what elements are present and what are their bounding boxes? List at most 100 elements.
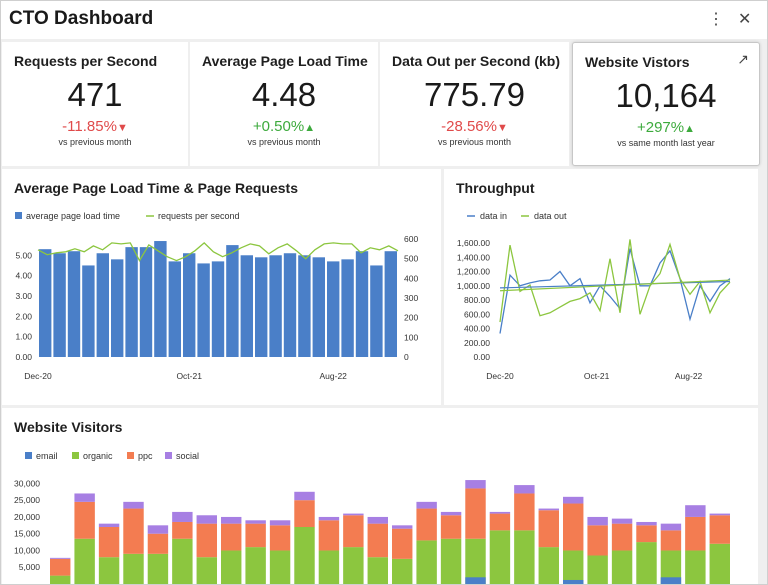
kpi-card-data-out[interactable]: Data Out per Second (kb) 775.79 -28.56%▼… (380, 42, 569, 166)
social-bar-segment[interactable] (538, 508, 559, 511)
load-time-bar[interactable] (384, 251, 397, 357)
organic-bar-segment[interactable] (587, 555, 608, 585)
load-time-bar[interactable] (111, 259, 124, 357)
organic-bar-segment[interactable] (514, 530, 535, 584)
organic-bar-segment[interactable] (147, 553, 169, 584)
requests-line[interactable] (37, 242, 399, 262)
organic-bar-segment[interactable] (343, 547, 364, 584)
social-bar-segment[interactable] (465, 480, 486, 489)
organic-bar-segment[interactable] (123, 553, 144, 584)
load-time-bar[interactable] (183, 253, 196, 357)
load-time-bar[interactable] (255, 257, 268, 357)
load-time-bar[interactable] (370, 265, 383, 357)
ppc-bar-segment[interactable] (367, 523, 388, 558)
kpi-card-website-visitors[interactable]: Website Vistors ↗ 10,164 +297%▲ vs same … (572, 42, 760, 166)
social-bar-segment[interactable] (587, 516, 608, 526)
email-bar-segment[interactable] (660, 577, 682, 584)
load-time-bar[interactable] (125, 247, 138, 357)
organic-bar-segment[interactable] (611, 550, 633, 584)
expand-icon[interactable]: ↗ (737, 51, 749, 67)
organic-bar-segment[interactable] (74, 538, 95, 584)
organic-bar-segment[interactable] (636, 542, 657, 584)
ppc-bar-segment[interactable] (172, 521, 193, 539)
ppc-bar-segment[interactable] (123, 508, 144, 554)
ppc-bar-segment[interactable] (514, 493, 535, 531)
social-bar-segment[interactable] (343, 513, 364, 516)
social-bar-segment[interactable] (660, 523, 682, 531)
organic-bar-segment[interactable] (172, 538, 193, 584)
ppc-bar-segment[interactable] (465, 488, 486, 539)
ppc-bar-segment[interactable] (489, 513, 511, 531)
social-bar-segment[interactable] (147, 525, 169, 534)
organic-bar-segment[interactable] (221, 550, 242, 584)
ppc-bar-segment[interactable] (709, 515, 730, 544)
email-bar-segment[interactable] (563, 579, 584, 584)
ppc-bar-segment[interactable] (392, 528, 413, 559)
ppc-bar-segment[interactable] (416, 508, 437, 541)
load-time-bar[interactable] (168, 261, 181, 357)
organic-bar-segment[interactable] (318, 550, 340, 584)
load-time-bar[interactable] (53, 253, 66, 357)
social-bar-segment[interactable] (636, 521, 657, 526)
website-visitors-chart[interactable]: email organic ppc social 30,000 25,000 20,… (2, 408, 758, 584)
social-bar-segment[interactable] (367, 516, 388, 524)
ppc-bar-segment[interactable] (245, 523, 266, 548)
ppc-bar-segment[interactable] (294, 500, 315, 527)
load-time-bar[interactable] (154, 241, 167, 357)
social-bar-segment[interactable] (489, 511, 511, 514)
social-bar-segment[interactable] (98, 523, 120, 527)
organic-bar-segment[interactable] (98, 557, 120, 584)
social-bar-segment[interactable] (196, 515, 217, 524)
organic-bar-segment[interactable] (245, 547, 266, 584)
social-bar-segment[interactable] (685, 505, 706, 517)
throughput-chart[interactable]: data in data out 1,600.00 1,400.00 1,200.0… (444, 169, 758, 405)
organic-bar-segment[interactable] (416, 540, 437, 584)
social-bar-segment[interactable] (123, 501, 144, 509)
organic-bar-segment[interactable] (367, 557, 388, 584)
organic-bar-segment[interactable] (660, 550, 682, 584)
throughput-card[interactable]: Throughput data in data out 1,600.00 1,40… (444, 169, 758, 405)
load-time-bar[interactable] (269, 255, 282, 357)
organic-bar-segment[interactable] (489, 530, 511, 584)
ppc-bar-segment[interactable] (538, 510, 559, 548)
ppc-bar-segment[interactable] (98, 527, 120, 558)
ppc-bar-segment[interactable] (196, 523, 217, 558)
kpi-card-page-load[interactable]: Average Page Load Time 4.48 +0.50%▲ vs p… (190, 42, 378, 166)
page-load-requests-card[interactable]: Average Page Load Time & Page Requests a… (2, 169, 441, 405)
load-time-bar[interactable] (211, 261, 225, 357)
website-visitors-card[interactable]: Website Visitors email organic ppc socia… (2, 408, 758, 584)
load-time-bar[interactable] (226, 245, 239, 357)
organic-bar-segment[interactable] (269, 550, 291, 584)
organic-bar-segment[interactable] (465, 538, 486, 584)
social-bar-segment[interactable] (392, 525, 413, 529)
ppc-bar-segment[interactable] (269, 525, 291, 551)
ppc-bar-segment[interactable] (636, 525, 657, 543)
load-time-bar[interactable] (39, 249, 52, 357)
load-time-bar[interactable] (298, 255, 311, 357)
data-in-line[interactable] (499, 248, 731, 334)
social-bar-segment[interactable] (172, 511, 193, 522)
social-bar-segment[interactable] (440, 511, 462, 516)
load-time-bar[interactable] (283, 253, 297, 357)
page-load-requests-chart[interactable]: average page load time requests per seco… (2, 169, 441, 405)
ppc-bar-segment[interactable] (147, 533, 169, 554)
ppc-bar-segment[interactable] (318, 520, 340, 551)
social-bar-segment[interactable] (221, 516, 242, 524)
load-time-bar[interactable] (96, 253, 109, 357)
kpi-card-requests[interactable]: Requests per Second 471 -11.85%▼ vs prev… (2, 42, 188, 166)
email-bar-segment[interactable] (465, 577, 486, 584)
organic-bar-segment[interactable] (538, 547, 559, 584)
load-time-bar[interactable] (240, 255, 253, 357)
load-time-bar[interactable] (327, 261, 340, 357)
organic-bar-segment[interactable] (294, 527, 315, 584)
more-vertical-icon[interactable]: ⋮ (708, 11, 724, 28)
organic-bar-segment[interactable] (563, 550, 584, 584)
organic-bar-segment[interactable] (709, 543, 730, 584)
organic-bar-segment[interactable] (440, 538, 462, 584)
ppc-bar-segment[interactable] (50, 558, 71, 576)
social-bar-segment[interactable] (416, 501, 437, 509)
social-bar-segment[interactable] (294, 491, 315, 501)
social-bar-segment[interactable] (611, 518, 633, 524)
social-bar-segment[interactable] (514, 485, 535, 494)
load-time-bar[interactable] (355, 251, 369, 357)
